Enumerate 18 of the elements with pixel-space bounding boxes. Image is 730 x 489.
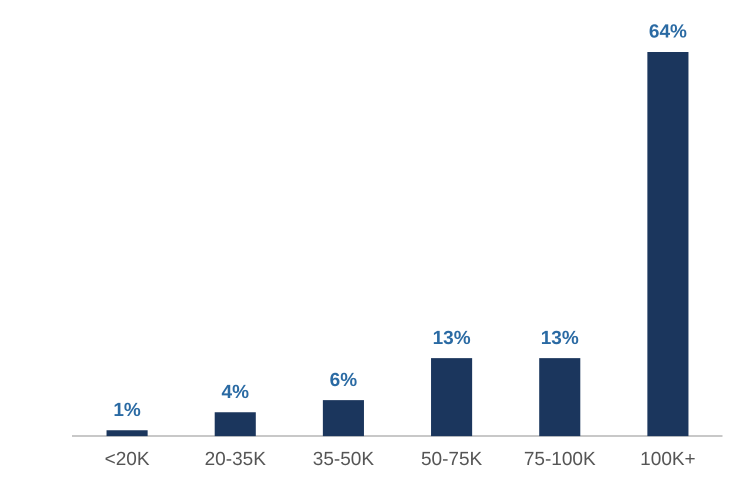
bar <box>106 430 148 436</box>
bar <box>214 412 256 436</box>
x-tick-label: 20-35K <box>204 448 266 470</box>
bar <box>431 358 472 436</box>
data-label: 13% <box>432 328 471 349</box>
data-label: 13% <box>540 328 579 349</box>
x-tick-label: 50-75K <box>420 448 483 470</box>
x-tick-label: 75-100K <box>524 448 596 470</box>
bar <box>539 358 580 436</box>
x-tick-label: 35-50K <box>312 448 374 470</box>
data-label: 6% <box>330 370 358 391</box>
bar <box>647 52 688 436</box>
data-label: 4% <box>222 382 250 403</box>
data-label: 1% <box>113 400 141 421</box>
x-tick-label: 100K+ <box>640 448 696 470</box>
data-label: 64% <box>648 22 688 43</box>
x-tick-label: <20K <box>104 448 150 470</box>
bar <box>322 400 364 436</box>
